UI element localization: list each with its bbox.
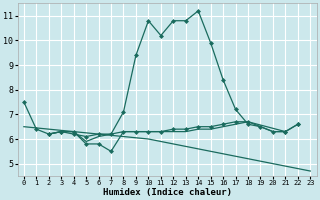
X-axis label: Humidex (Indice chaleur): Humidex (Indice chaleur) <box>103 188 232 197</box>
